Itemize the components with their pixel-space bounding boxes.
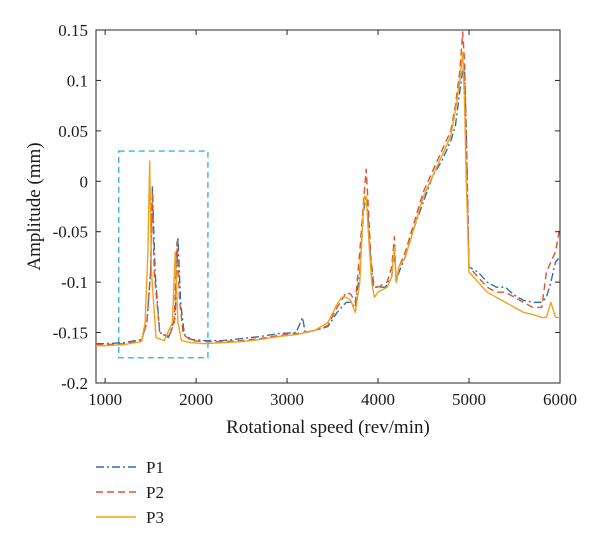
legend-label: P3	[146, 508, 164, 527]
legend-item-p2: P2	[96, 483, 164, 502]
x-tick-label: 4000	[361, 390, 395, 409]
highlight-box	[118, 150, 209, 359]
y-tick-label: -0.15	[53, 324, 88, 343]
series-line-p3	[96, 51, 560, 347]
legend: P1 P2 P3	[96, 458, 164, 527]
legend-item-p3: P3	[96, 508, 164, 527]
legend-item-p1: P1	[96, 458, 164, 477]
legend-label: P1	[146, 458, 164, 477]
plot-area	[95, 29, 561, 384]
y-tick-label: 0.1	[67, 71, 88, 90]
x-tick-label: 3000	[270, 390, 304, 409]
legend-label: P2	[146, 483, 164, 502]
series-line-p2	[96, 31, 560, 346]
x-tick-label: 6000	[543, 390, 577, 409]
y-tick-label: -0.1	[61, 273, 88, 292]
y-tick-label: 0	[80, 172, 89, 191]
y-tick-label: 0.15	[58, 21, 88, 40]
x-tick-label: 1000	[88, 390, 122, 409]
x-tick-label: 2000	[179, 390, 213, 409]
y-tick-label: -0.2	[61, 374, 88, 393]
y-tick-label: -0.05	[53, 223, 88, 242]
x-axis-title: Rotational speed (rev/min)	[226, 417, 430, 438]
y-tick-label: 0.05	[58, 122, 88, 141]
x-tick-label: 5000	[452, 390, 486, 409]
y-axis-title: Amplitude (mm)	[24, 142, 45, 270]
